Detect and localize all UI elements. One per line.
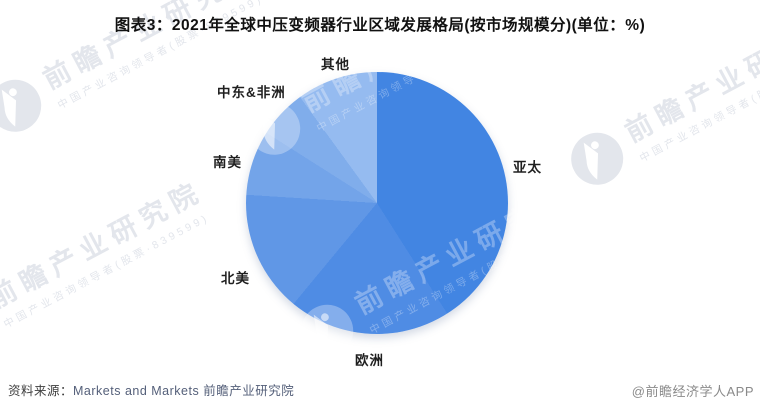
slice-label-north-america: 北美 xyxy=(221,271,250,286)
slice-label-europe: 欧洲 xyxy=(355,353,384,368)
slice-label-asia-pacific: 亚太 xyxy=(513,160,542,175)
source-value: Markets and Markets 前瞻产业研究院 xyxy=(73,384,295,398)
credit-line: @前瞻经济学人APP xyxy=(631,384,754,399)
slice-label-others: 其他 xyxy=(321,57,350,72)
watermark: 前瞻产业研究院 中国产业咨询领导者(股票·839599) xyxy=(0,170,218,362)
watermark-text: 前瞻产业研究院 xyxy=(0,175,209,314)
slice-label-south-america: 南美 xyxy=(213,155,242,170)
watermark-subtext: 中国产业咨询领导者(股票·839599) xyxy=(637,45,760,165)
pie-chart xyxy=(246,72,508,334)
qianzhan-logo-icon xyxy=(570,132,623,185)
watermark-subtext: 中国产业咨询领导者(股票·839599) xyxy=(1,211,212,331)
chart-title: 图表3：2021年全球中压变频器行业区域发展格局(按市场规模分)(单位：%) xyxy=(114,17,646,34)
source-label: 资料来源： xyxy=(8,384,74,398)
qianzhan-logo-icon xyxy=(0,79,41,132)
slice-label-mideast-africa: 中东&非洲 xyxy=(217,85,286,100)
source-line: 资料来源：Markets and Markets 前瞻产业研究院 xyxy=(8,380,294,399)
